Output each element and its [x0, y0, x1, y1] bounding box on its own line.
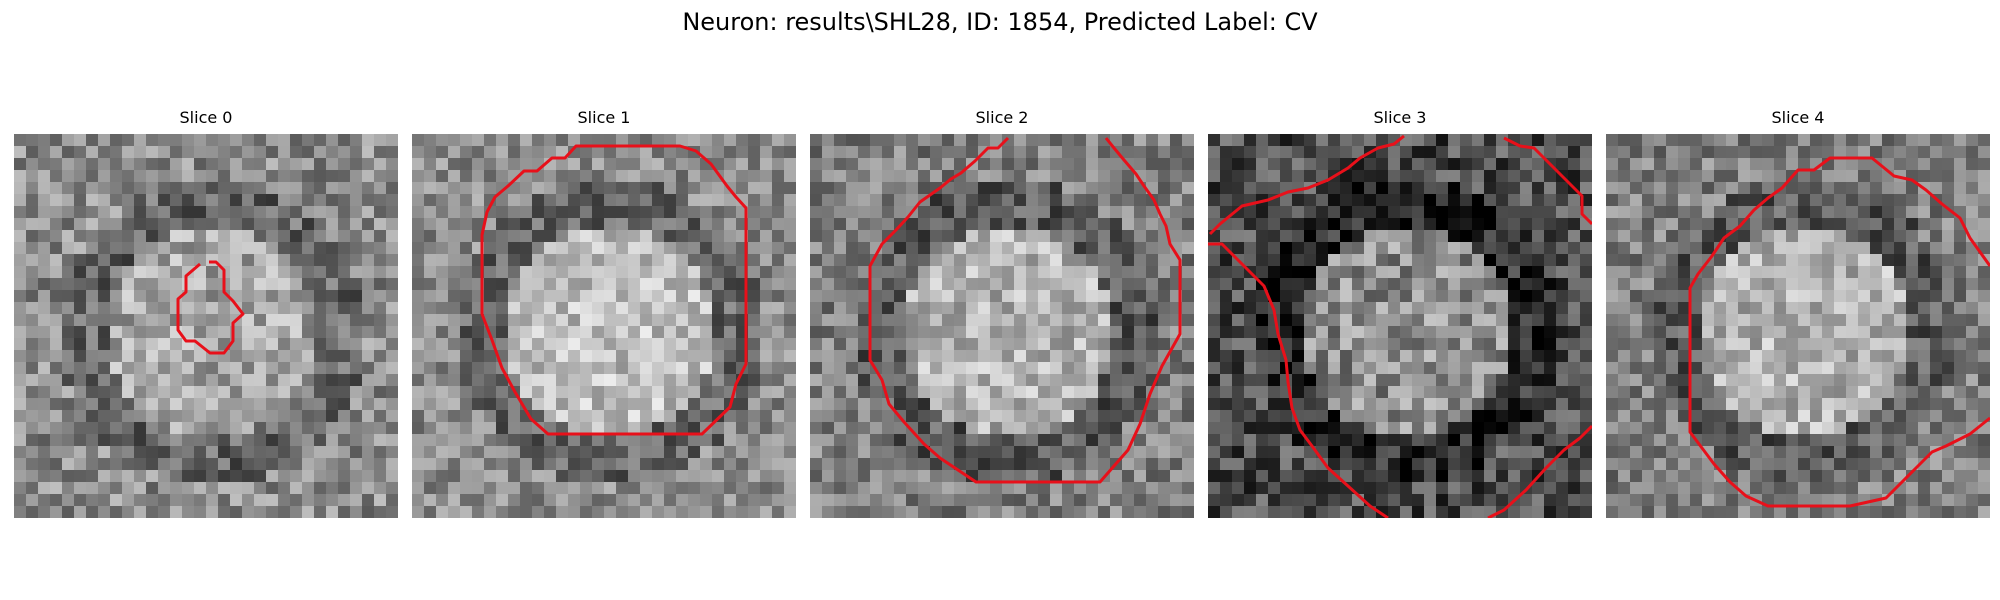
slice-title-4: Slice 4 — [1771, 108, 1825, 127]
slice-panel-0: Slice 0 — [14, 108, 398, 518]
cell-contour — [176, 260, 245, 355]
slice-title-2: Slice 2 — [975, 108, 1029, 127]
slice-title-1: Slice 1 — [577, 108, 631, 127]
figure-title: Neuron: results\SHL28, ID: 1854, Predict… — [682, 8, 1318, 36]
cell-contour — [1487, 424, 1592, 518]
slice-title-0: Slice 0 — [179, 108, 233, 127]
slice-panel-1: Slice 1 — [412, 108, 796, 518]
slice-image-0 — [14, 134, 398, 518]
slice-image-1 — [412, 134, 796, 518]
slice-image-2 — [810, 134, 1194, 518]
cell-contour — [1846, 156, 1990, 267]
cell-contour — [480, 144, 748, 436]
cell-contour — [1208, 134, 1405, 236]
slice-image-3 — [1208, 134, 1592, 518]
slice-title-3: Slice 3 — [1373, 108, 1427, 127]
cell-contour — [1688, 156, 1990, 508]
slice-panel-4: Slice 4 — [1606, 108, 1990, 518]
cell-contour — [1208, 242, 1389, 518]
slice-panel-3: Slice 3 — [1208, 108, 1592, 518]
slice-image-4 — [1606, 134, 1990, 518]
cell-contour — [1503, 136, 1592, 226]
cell-contour — [868, 136, 1182, 484]
slice-panel-2: Slice 2 — [810, 108, 1194, 518]
